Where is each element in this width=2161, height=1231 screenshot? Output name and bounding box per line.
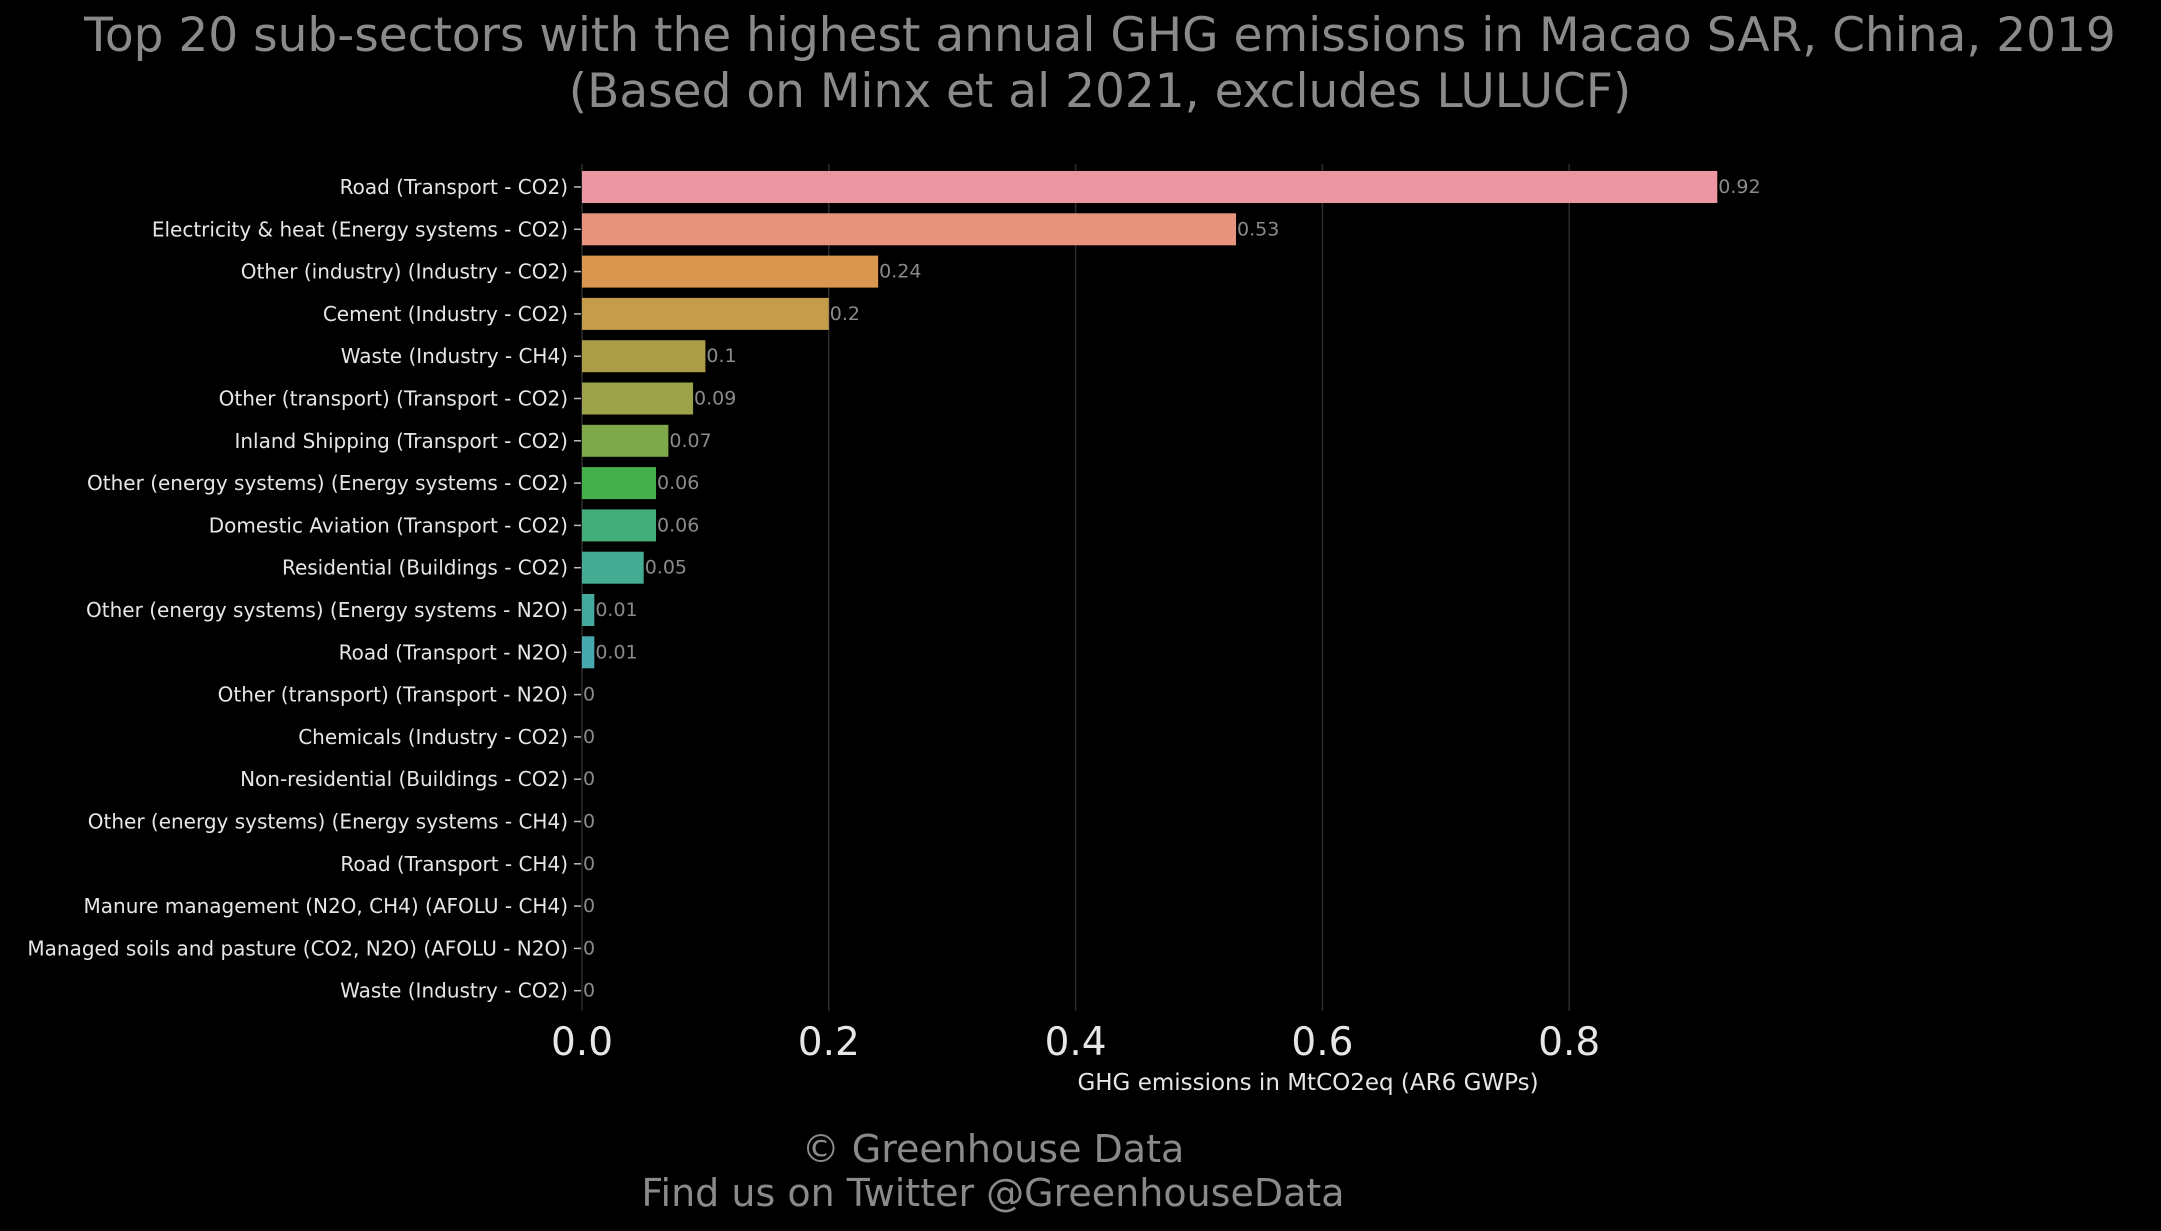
x-tick-label-1: 0.2 <box>798 1020 860 1065</box>
bar-4 <box>582 340 706 373</box>
bar-10 <box>582 594 595 626</box>
chart-title-line-1: Top 20 sub-sectors with the highest annu… <box>83 8 2116 63</box>
category-label-6: Inland Shipping (Transport - CO2) <box>234 429 568 453</box>
gridlines <box>581 164 1570 1011</box>
value-label-1: 0.53 <box>1237 218 1279 240</box>
category-label-12: Other (transport) (Transport - N2O) <box>218 683 568 707</box>
bar-7 <box>582 467 657 500</box>
chart-title-line-2: (Based on Minx et al 2021, excludes LULU… <box>569 64 1631 119</box>
value-labels: 0.92 0.53 0.24 0.2 0.1 0.09 0.07 0.06 0.06 0.05 0.… <box>583 176 1761 1002</box>
bar-1 <box>582 213 1237 246</box>
category-label-16: Road (Transport - CH4) <box>340 852 568 876</box>
category-label-17: Manure management (N2O, CH4) (AFOLU - CH… <box>84 894 568 918</box>
category-label-14: Non-residential (Buildings - CO2) <box>240 767 568 791</box>
credit-line-1: © Greenhouse Data <box>802 1127 1185 1171</box>
value-label-7: 0.06 <box>657 472 699 494</box>
value-label-17: 0 <box>583 895 595 917</box>
category-label-9: Residential (Buildings - CO2) <box>282 556 568 580</box>
x-tick-label-2: 0.4 <box>1045 1020 1107 1065</box>
category-label-3: Cement (Industry - CO2) <box>323 302 568 326</box>
bar-6 <box>582 424 669 457</box>
value-label-14: 0 <box>583 768 595 790</box>
value-label-19: 0 <box>583 980 595 1002</box>
category-label-13: Chemicals (Industry - CO2) <box>298 725 568 749</box>
value-label-9: 0.05 <box>645 557 687 579</box>
bar-11 <box>582 636 595 669</box>
bar-0 <box>582 171 1718 203</box>
category-labels: Road (Transport - CO2) Electricity & heat… <box>27 175 581 1003</box>
bar-2 <box>582 255 879 288</box>
x-axis-ticks: 0.0 0.2 0.4 0.6 0.8 <box>551 1020 1600 1065</box>
value-label-0: 0.92 <box>1718 176 1760 198</box>
x-tick-label-3: 0.6 <box>1291 1020 1353 1065</box>
x-axis-title: GHG emissions in MtCO2eq (AR6 GWPs) <box>1077 1070 1538 1096</box>
bar-5 <box>582 382 694 415</box>
category-label-11: Road (Transport - N2O) <box>339 640 568 664</box>
value-label-2: 0.24 <box>879 261 921 283</box>
credit-line-2: Find us on Twitter @GreenhouseData <box>641 1171 1344 1215</box>
category-label-7: Other (energy systems) (Energy systems -… <box>87 471 568 495</box>
value-label-5: 0.09 <box>694 388 736 410</box>
x-tick-label-0: 0.0 <box>551 1020 613 1065</box>
category-label-19: Waste (Industry - CO2) <box>340 979 568 1003</box>
category-label-8: Domestic Aviation (Transport - CO2) <box>209 513 568 537</box>
bar-9 <box>582 551 644 584</box>
x-tick-label-4: 0.8 <box>1538 1020 1600 1065</box>
category-label-5: Other (transport) (Transport - CO2) <box>219 387 568 411</box>
category-label-4: Waste (Industry - CH4) <box>341 344 568 368</box>
value-label-12: 0 <box>583 684 595 706</box>
bars <box>582 171 1718 669</box>
value-label-15: 0 <box>583 811 595 833</box>
value-label-13: 0 <box>583 726 595 748</box>
value-label-11: 0.01 <box>595 641 637 663</box>
category-label-0: Road (Transport - CO2) <box>340 175 568 199</box>
bar-8 <box>582 509 657 542</box>
category-label-15: Other (energy systems) (Energy systems -… <box>88 810 568 834</box>
category-label-1: Electricity & heat (Energy systems - CO2… <box>152 217 568 241</box>
category-label-10: Other (energy systems) (Energy systems -… <box>86 598 568 622</box>
bar-3 <box>582 297 829 330</box>
value-label-6: 0.07 <box>669 430 711 452</box>
value-label-8: 0.06 <box>657 514 699 536</box>
value-label-10: 0.01 <box>595 599 637 621</box>
category-label-18: Managed soils and pasture (CO2, N2O) (AF… <box>27 936 568 960</box>
category-label-2: Other (industry) (Industry - CO2) <box>241 260 568 284</box>
value-label-3: 0.2 <box>830 303 860 325</box>
value-label-16: 0 <box>583 853 595 875</box>
value-label-18: 0 <box>583 937 595 959</box>
value-label-4: 0.1 <box>706 345 736 367</box>
